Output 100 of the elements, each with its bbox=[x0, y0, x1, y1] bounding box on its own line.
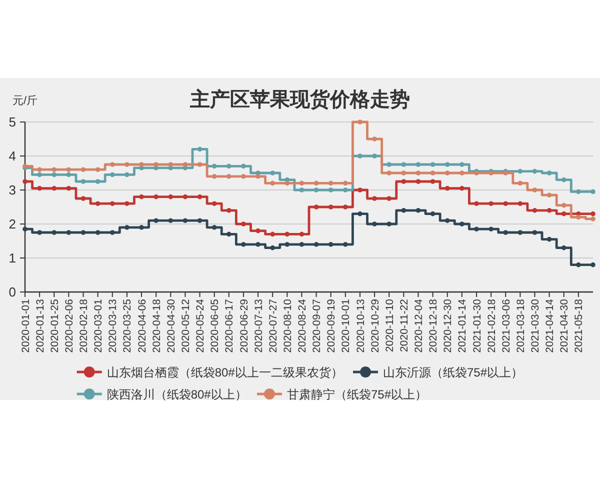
point bbox=[590, 262, 596, 268]
point bbox=[460, 222, 464, 226]
point bbox=[561, 211, 566, 216]
x-tick-label: 2021-01-14 bbox=[456, 298, 469, 353]
y-axis-title: 元/斤 bbox=[12, 94, 38, 107]
x-tick-label: 2020-07-13 bbox=[252, 298, 265, 353]
point bbox=[430, 179, 436, 184]
point bbox=[546, 236, 552, 242]
point bbox=[590, 189, 596, 194]
point bbox=[52, 167, 57, 172]
y-tick-label: 4 bbox=[8, 148, 16, 164]
point bbox=[299, 242, 304, 247]
point bbox=[241, 222, 246, 226]
point bbox=[80, 167, 86, 172]
y-tick-label: 3 bbox=[8, 182, 16, 198]
x-tick-label: 2020-01-13 bbox=[34, 298, 46, 353]
point bbox=[110, 172, 115, 178]
x-tick-label: 2020-08-24 bbox=[296, 298, 309, 353]
point bbox=[401, 208, 406, 213]
point bbox=[110, 230, 115, 235]
point bbox=[401, 170, 406, 176]
point bbox=[546, 192, 552, 198]
point bbox=[314, 242, 319, 247]
point bbox=[37, 186, 42, 191]
x-tick-label: 2021-03-18 bbox=[514, 298, 527, 353]
point bbox=[386, 162, 392, 167]
point bbox=[532, 168, 538, 174]
point bbox=[110, 162, 115, 167]
point bbox=[343, 204, 348, 210]
point bbox=[328, 180, 334, 186]
point bbox=[314, 180, 319, 186]
point bbox=[488, 226, 494, 232]
point bbox=[52, 230, 57, 235]
point bbox=[532, 230, 538, 235]
point bbox=[66, 186, 72, 191]
point bbox=[139, 162, 144, 167]
point bbox=[328, 188, 334, 192]
point bbox=[561, 245, 566, 250]
legend-label: 陕西洛川（纸袋80#以上） bbox=[106, 388, 247, 402]
point bbox=[241, 242, 246, 247]
point bbox=[372, 222, 377, 226]
point bbox=[561, 202, 566, 208]
x-tick-label: 2020-01-01 bbox=[20, 298, 32, 353]
y-tick-label: 1 bbox=[8, 250, 16, 266]
x-tick-label: 2020-09-07 bbox=[311, 298, 324, 353]
point bbox=[430, 211, 436, 216]
point bbox=[154, 194, 158, 200]
point bbox=[444, 162, 450, 167]
point bbox=[416, 170, 421, 176]
point bbox=[168, 162, 174, 167]
x-tick-label: 2020-07-27 bbox=[267, 298, 280, 353]
legend-label: 山东沂源（纸袋75#以上） bbox=[383, 366, 524, 380]
point bbox=[168, 218, 174, 223]
y-tick-label: 2 bbox=[8, 216, 16, 232]
point bbox=[343, 188, 348, 192]
point bbox=[95, 230, 100, 235]
point bbox=[561, 177, 566, 182]
x-tick-label: 2020-09-19 bbox=[326, 298, 338, 353]
point bbox=[299, 180, 304, 186]
point bbox=[503, 201, 508, 206]
point bbox=[358, 154, 362, 158]
x-tick-label: 2020-12-18 bbox=[428, 298, 440, 353]
point bbox=[518, 168, 523, 174]
point bbox=[124, 172, 130, 178]
x-tick-label: 2021-05-18 bbox=[573, 298, 586, 353]
point bbox=[358, 188, 362, 192]
point bbox=[503, 230, 508, 235]
point bbox=[37, 172, 42, 178]
x-tick-label: 2020-05-12 bbox=[180, 298, 192, 353]
point bbox=[546, 208, 552, 213]
point bbox=[182, 218, 188, 223]
legend-label: 甘肃静宁（纸袋75#以上） bbox=[287, 388, 428, 402]
point bbox=[328, 242, 334, 247]
x-tick-label: 2020-04-30 bbox=[165, 298, 178, 353]
point bbox=[197, 146, 202, 152]
point bbox=[226, 232, 232, 237]
point bbox=[256, 228, 260, 234]
point bbox=[241, 174, 246, 179]
point bbox=[460, 170, 464, 176]
x-tick-label: 2020-01-25 bbox=[48, 298, 61, 353]
point bbox=[182, 162, 188, 167]
x-tick-label: 2020-06-29 bbox=[238, 298, 250, 353]
point bbox=[576, 189, 581, 194]
point bbox=[110, 201, 115, 206]
point bbox=[546, 170, 552, 176]
x-tick-label: 2020-02-18 bbox=[78, 298, 90, 353]
point bbox=[532, 188, 538, 192]
x-tick-label: 2020-12-30 bbox=[442, 298, 454, 353]
x-tick-label: 2021-03-30 bbox=[530, 298, 542, 353]
point bbox=[488, 201, 494, 206]
chart-title: 主产区苹果现货价格走势 bbox=[189, 88, 410, 111]
point bbox=[299, 188, 304, 192]
point bbox=[444, 186, 450, 191]
x-tick-label: 2020-03-25 bbox=[122, 298, 134, 353]
point bbox=[518, 201, 523, 206]
point bbox=[401, 162, 406, 167]
point bbox=[576, 214, 581, 220]
x-tick-label: 2020-03-01 bbox=[92, 298, 105, 353]
point bbox=[284, 232, 290, 237]
point bbox=[124, 225, 130, 230]
